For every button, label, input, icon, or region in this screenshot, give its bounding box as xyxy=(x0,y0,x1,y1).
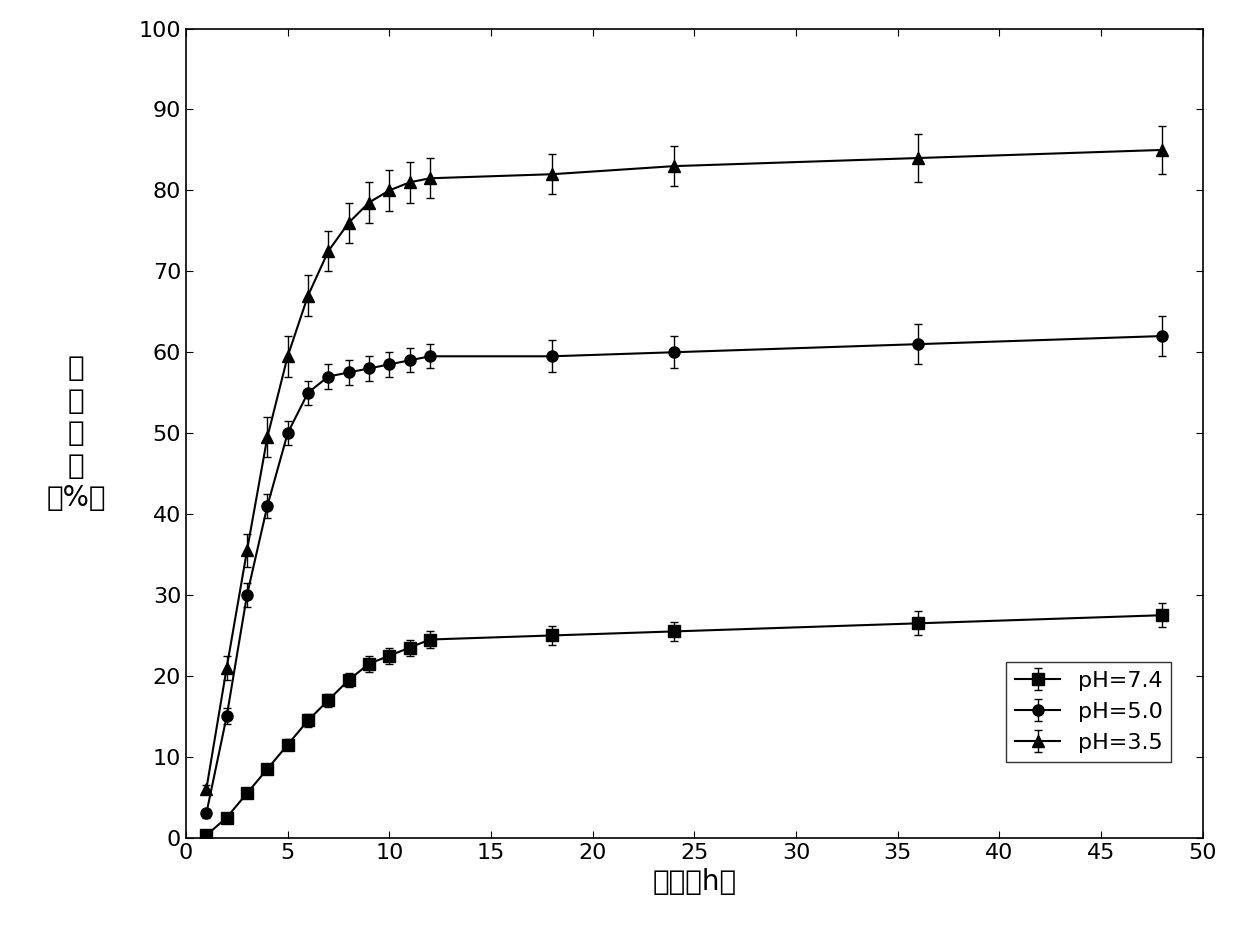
Legend: pH=7.4, pH=5.0, pH=3.5: pH=7.4, pH=5.0, pH=3.5 xyxy=(1007,662,1172,762)
X-axis label: 时间（h）: 时间（h） xyxy=(652,868,737,896)
Y-axis label: 药
物
释
放
（%）: 药 物 释 放 （%） xyxy=(46,354,105,512)
